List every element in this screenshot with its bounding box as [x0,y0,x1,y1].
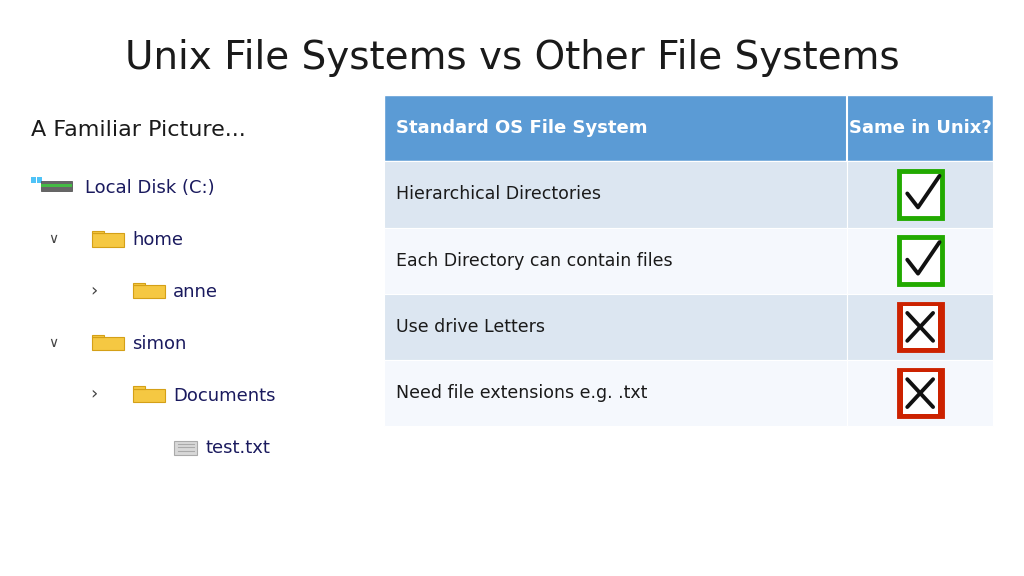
FancyBboxPatch shape [133,285,165,298]
Text: Need file extensions e.g. .txt: Need file extensions e.g. .txt [396,384,647,402]
FancyBboxPatch shape [92,335,104,337]
Text: Each Directory can contain files: Each Directory can contain files [396,252,673,270]
FancyBboxPatch shape [847,228,993,294]
FancyBboxPatch shape [133,386,145,389]
Text: anne: anne [173,283,218,301]
FancyBboxPatch shape [384,360,847,426]
Text: simon: simon [132,335,186,353]
FancyBboxPatch shape [92,337,124,350]
FancyBboxPatch shape [37,180,42,183]
Text: Local Disk (C:): Local Disk (C:) [85,179,214,198]
Text: test.txt: test.txt [205,438,270,457]
Text: Documents: Documents [173,386,275,405]
FancyBboxPatch shape [847,294,993,360]
Text: ∨: ∨ [48,232,58,246]
FancyBboxPatch shape [174,441,197,455]
FancyBboxPatch shape [41,180,73,191]
Text: ›: › [90,282,98,300]
FancyBboxPatch shape [92,231,104,233]
Text: Same in Unix?: Same in Unix? [849,119,991,137]
FancyBboxPatch shape [847,161,993,228]
Text: home: home [132,231,183,249]
FancyBboxPatch shape [92,233,124,247]
FancyBboxPatch shape [384,294,847,360]
FancyBboxPatch shape [899,304,942,350]
Text: Standard OS File System: Standard OS File System [396,119,648,137]
FancyBboxPatch shape [31,180,36,183]
FancyBboxPatch shape [384,161,847,228]
Text: Use drive Letters: Use drive Letters [396,318,546,336]
Text: ∨: ∨ [48,336,58,350]
FancyBboxPatch shape [31,177,36,180]
Text: ›: › [90,385,98,404]
FancyBboxPatch shape [384,95,993,161]
FancyBboxPatch shape [384,228,847,294]
FancyBboxPatch shape [133,389,165,402]
FancyBboxPatch shape [899,237,942,284]
Text: A Familiar Picture...: A Familiar Picture... [31,120,246,139]
FancyBboxPatch shape [37,177,42,180]
FancyBboxPatch shape [41,184,73,187]
FancyBboxPatch shape [903,372,938,414]
FancyBboxPatch shape [847,360,993,426]
FancyBboxPatch shape [899,370,942,416]
FancyBboxPatch shape [903,306,938,348]
Text: Hierarchical Directories: Hierarchical Directories [396,185,601,203]
FancyBboxPatch shape [899,171,942,218]
Text: Unix File Systems vs Other File Systems: Unix File Systems vs Other File Systems [125,39,899,77]
FancyBboxPatch shape [133,283,145,285]
